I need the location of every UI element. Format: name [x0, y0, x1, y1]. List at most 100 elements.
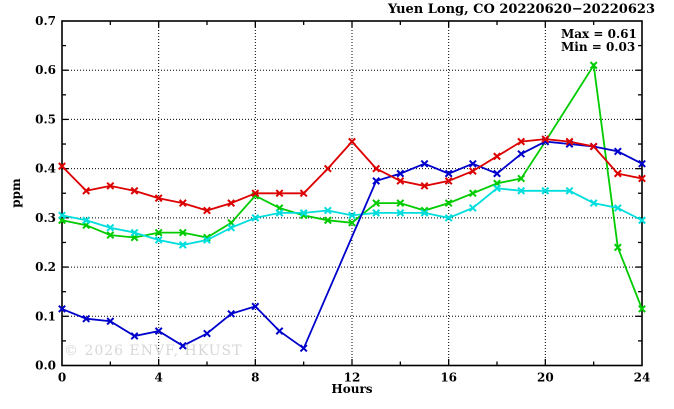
data-point-marker [178, 341, 187, 350]
data-point-marker [638, 174, 646, 183]
data-point-marker [444, 177, 453, 185]
data-point-marker [275, 209, 284, 217]
data-point-marker [130, 228, 139, 237]
data-point-marker [154, 236, 163, 244]
data-point-marker [638, 304, 646, 313]
x-tick-label: 12 [344, 371, 361, 385]
data-point-marker [565, 137, 574, 146]
data-point-marker [638, 159, 646, 168]
y-axis-label: ppm [9, 178, 23, 208]
y-tick-label: 0.5 [35, 112, 56, 126]
x-tick-label: 0 [58, 371, 66, 385]
data-point-marker [444, 169, 453, 178]
data-point-marker [130, 186, 139, 195]
data-point-marker [372, 164, 381, 173]
x-axis-label: Hours [331, 382, 373, 396]
data-point-marker [468, 204, 477, 212]
data-point-marker [106, 181, 115, 190]
data-point-marker [178, 199, 187, 208]
data-point-marker [396, 209, 405, 217]
data-point-marker [420, 209, 429, 217]
y-tick-label: 0.1 [35, 309, 56, 323]
x-tick-label: 24 [634, 371, 651, 385]
data-point-marker [106, 231, 115, 239]
y-tick-label: 0.0 [35, 359, 56, 373]
data-point-marker [517, 186, 526, 195]
data-point-marker [468, 189, 477, 198]
data-point-marker [275, 189, 284, 198]
data-point-marker [348, 137, 356, 146]
data-point-marker [82, 314, 91, 323]
data-point-marker [589, 61, 598, 70]
data-point-marker [299, 344, 308, 353]
data-point-marker [82, 216, 91, 225]
data-point-marker [468, 159, 477, 168]
data-point-marker [565, 186, 574, 195]
watermark: © 2026 ENVF, HKUST [64, 343, 243, 359]
data-point-marker [444, 199, 453, 208]
data-point-marker [275, 327, 284, 335]
data-point-marker [493, 152, 501, 161]
x-tick-label: 8 [251, 371, 259, 385]
data-point-marker [589, 142, 598, 151]
data-point-marker [541, 186, 550, 195]
data-point-marker [420, 181, 429, 190]
data-point-marker [251, 189, 260, 198]
data-point-marker [130, 332, 139, 340]
y-tick-label: 0.7 [35, 14, 56, 28]
data-point-marker [251, 213, 260, 222]
series-blue [58, 137, 646, 353]
data-point-marker [396, 169, 405, 178]
data-point-marker [613, 147, 622, 156]
data-point-marker [517, 137, 526, 146]
data-point-marker [154, 327, 163, 335]
data-point-marker [227, 223, 236, 232]
annotation-max: Max = 0.61 [561, 27, 637, 41]
data-point-marker [299, 189, 308, 198]
data-point-marker [154, 194, 163, 203]
series-green-line [61, 62, 643, 310]
data-point-marker [372, 199, 381, 208]
series-red [58, 135, 646, 215]
x-tick-label: 4 [154, 371, 162, 385]
data-point-marker [58, 304, 66, 313]
data-point-marker [613, 204, 622, 212]
series-blue-line [61, 140, 643, 350]
data-point-marker [348, 211, 356, 220]
series-cyan [58, 184, 646, 249]
data-point-marker [444, 213, 453, 222]
data-point-marker [541, 135, 550, 144]
x-tick-label: 20 [537, 371, 554, 385]
chart-title: Yuen Long, CO 20220620−20220623 [387, 2, 655, 17]
data-point-marker [493, 184, 501, 193]
x-tick-label: 16 [440, 371, 457, 385]
data-point-marker [203, 329, 211, 338]
data-point-marker [517, 174, 526, 183]
data-point-marker [613, 169, 622, 178]
y-tick-label: 0.4 [35, 162, 56, 176]
data-point-marker [203, 236, 211, 244]
data-point-marker [517, 149, 526, 158]
data-point-marker [396, 199, 405, 208]
data-point-marker [106, 317, 115, 326]
data-point-marker [178, 228, 187, 237]
data-point-marker [251, 302, 260, 311]
data-point-marker [372, 177, 381, 185]
data-point-marker [58, 162, 66, 171]
data-point-marker [227, 199, 236, 208]
data-point-marker [613, 243, 622, 252]
data-point-marker [468, 167, 477, 176]
data-point-marker [323, 164, 332, 173]
data-point-marker [82, 186, 91, 195]
data-point-marker [323, 216, 332, 225]
data-point-marker [178, 241, 187, 249]
data-point-marker [106, 223, 115, 232]
data-point-marker [638, 216, 646, 225]
y-tick-label: 0.6 [35, 63, 56, 77]
data-point-marker [589, 199, 598, 208]
data-point-marker [396, 177, 405, 185]
annotation-min: Min = 0.03 [561, 40, 636, 54]
data-point-marker [299, 209, 308, 217]
